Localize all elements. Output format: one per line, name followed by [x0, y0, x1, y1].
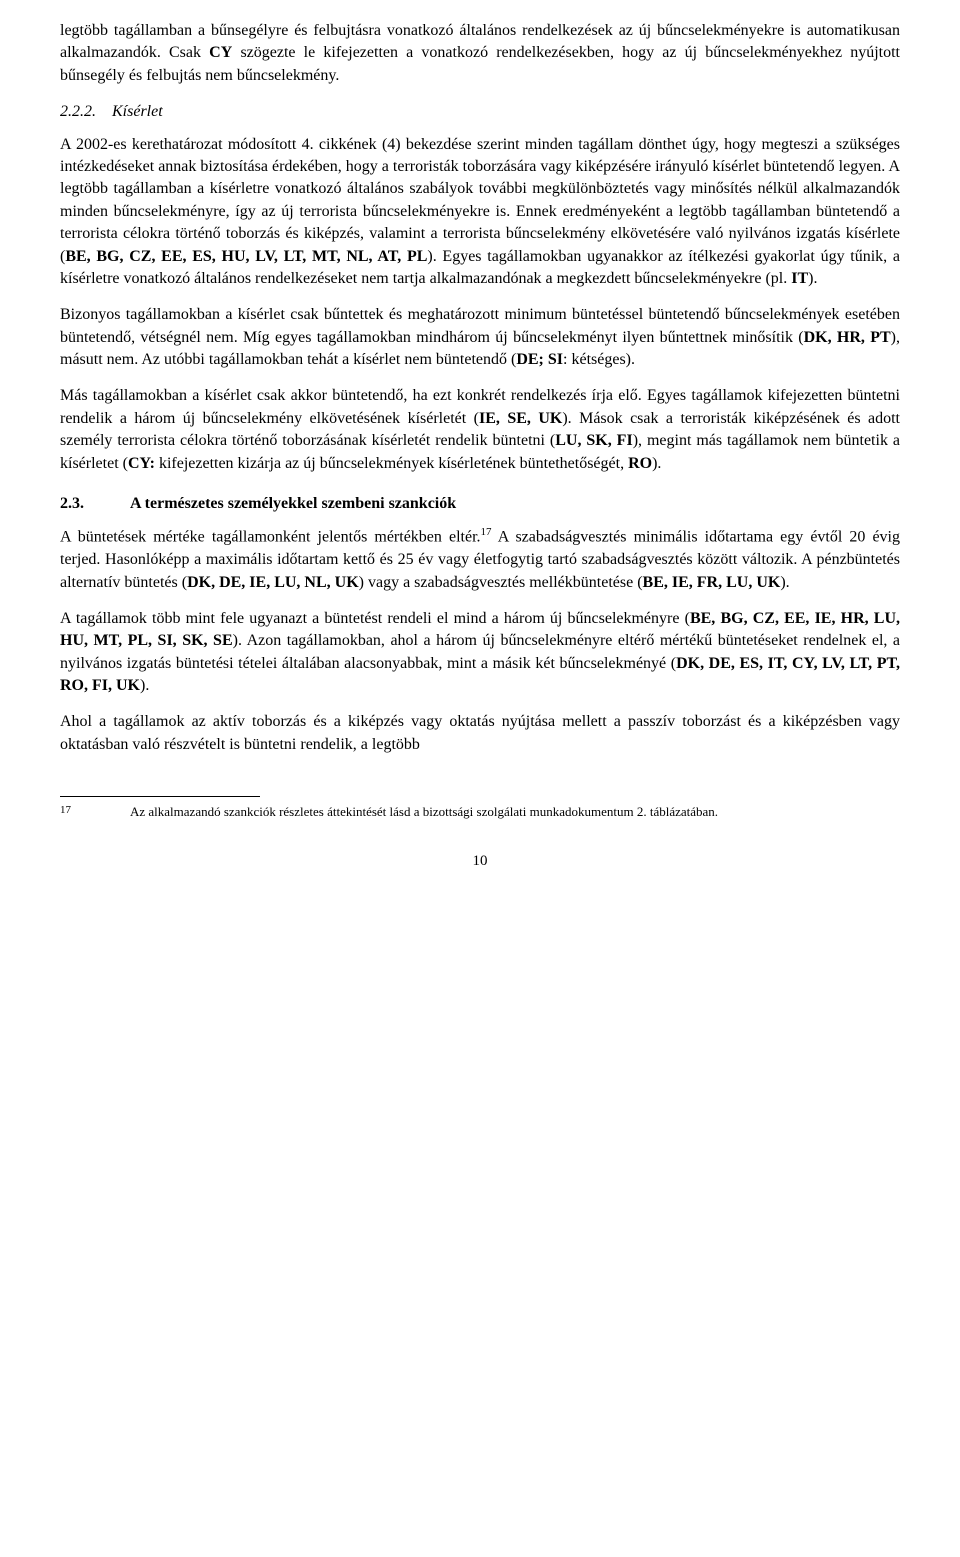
country-codes: LU, SK, FI	[555, 432, 632, 449]
text: ).	[140, 677, 149, 694]
footnote-divider	[60, 796, 260, 797]
text: A tagállamok több mint fele ugyanazt a b…	[60, 610, 690, 627]
text: ).	[780, 574, 789, 591]
footnote-ref: 17	[481, 526, 492, 538]
country-code: RO	[628, 455, 652, 472]
text: ) vagy a szabadságvesztés mellékbüntetés…	[359, 574, 643, 591]
text: A büntetések mértéke tagállamonként jele…	[60, 529, 481, 546]
country-codes: IE, SE, UK	[479, 410, 562, 427]
text: kifejezetten kizárja az új bűncselekmény…	[155, 455, 628, 472]
heading-number: 2.2.2.	[60, 103, 96, 120]
country-codes: DE; SI	[516, 351, 563, 368]
country-code: CY	[209, 44, 232, 61]
country-codes: DK, HR, PT	[804, 329, 891, 346]
paragraph-4: Más tagállamokban a kísérlet csak akkor …	[60, 385, 900, 475]
text: : kétséges).	[563, 351, 635, 368]
country-codes: BE, BG, CZ, EE, ES, HU, LV, LT, MT, NL, …	[65, 248, 427, 265]
country-code: CY:	[128, 455, 155, 472]
text: ).	[808, 270, 817, 287]
page-number: 10	[60, 851, 900, 872]
heading-title: A természetes személyekkel szembeni szan…	[130, 495, 456, 512]
paragraph-1: legtöbb tagállamban a bűnsegélyre és fel…	[60, 20, 900, 87]
paragraph-3: Bizonyos tagállamokban a kísérlet csak b…	[60, 304, 900, 371]
text: A 2002-es kerethatározat módosított 4. c…	[60, 136, 900, 265]
heading-number: 2.3.	[60, 493, 130, 515]
text: Ahol a tagállamok az aktív toborzás és a…	[60, 713, 900, 752]
text: ).	[652, 455, 661, 472]
heading-2-3: 2.3.A természetes személyekkel szembeni …	[60, 493, 900, 515]
footnote-text: Az alkalmazandó szankciók részletes átte…	[130, 803, 900, 821]
heading-2-2-2: 2.2.2. Kísérlet	[60, 101, 900, 123]
footnote: 17 Az alkalmazandó szankciók részletes á…	[60, 803, 900, 821]
paragraph-5: A büntetések mértéke tagállamonként jele…	[60, 525, 900, 594]
paragraph-2: A 2002-es kerethatározat módosított 4. c…	[60, 134, 900, 291]
paragraph-6: A tagállamok több mint fele ugyanazt a b…	[60, 608, 900, 698]
paragraph-7: Ahol a tagállamok az aktív toborzás és a…	[60, 711, 900, 756]
heading-title: Kísérlet	[112, 103, 163, 120]
country-code: IT	[791, 270, 808, 287]
text: Bizonyos tagállamokban a kísérlet csak b…	[60, 306, 900, 345]
footnote-number: 17	[60, 803, 130, 821]
country-codes: DK, DE, IE, LU, NL, UK	[187, 574, 359, 591]
country-codes: BE, IE, FR, LU, UK	[643, 574, 781, 591]
